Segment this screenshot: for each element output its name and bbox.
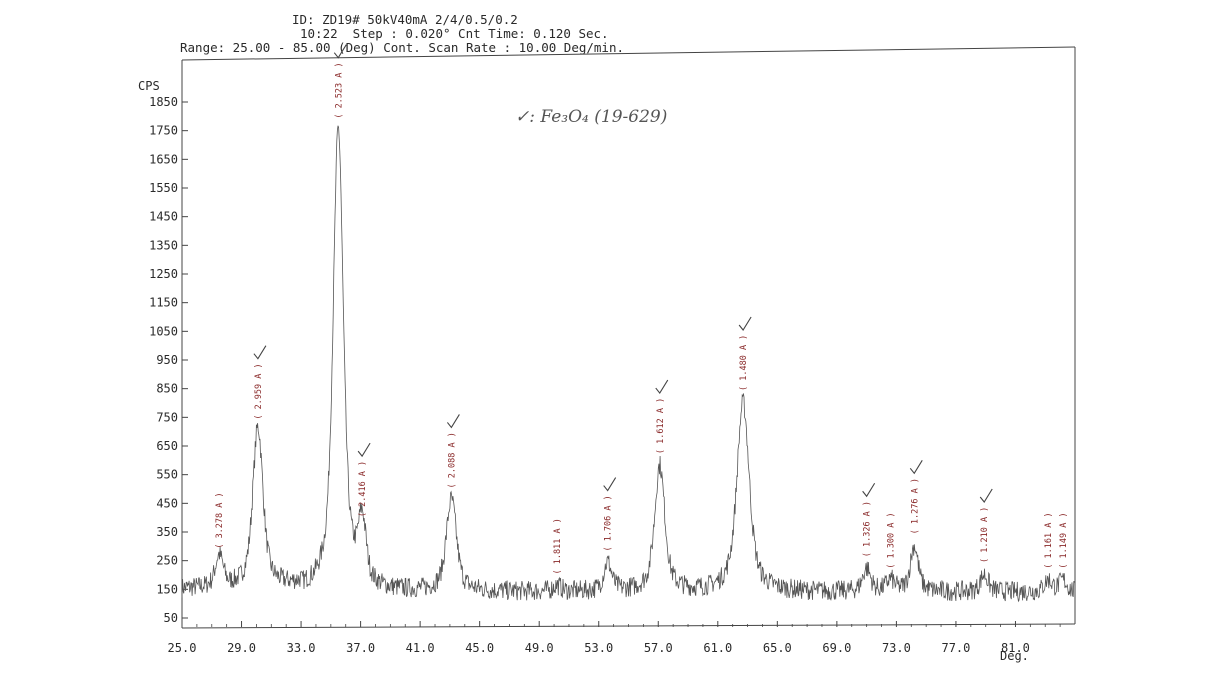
- check-mark: [862, 482, 876, 498]
- header-line-1: ID: ZD19# 50kV40mA 2/4/0.5/0.2: [292, 12, 518, 27]
- x-axis-label: Deg.: [1000, 649, 1029, 663]
- x-tick-label: 65.0: [763, 641, 792, 655]
- y-tick-label: 1450: [149, 210, 178, 224]
- peak-label: ( 1.210 A ): [980, 507, 990, 563]
- y-tick-label: 950: [156, 353, 178, 367]
- peak-labels: ( 3.278 A ) ( 2.959 A ) ( 2.523 A ) ( 2.416…: [215, 44, 1069, 574]
- check-mark: [738, 316, 752, 331]
- peak-label: ( 2.088 A ): [447, 432, 457, 488]
- x-tick-label: 57.0: [644, 641, 673, 655]
- x-tick-label: 53.0: [584, 641, 613, 655]
- y-tick-label: 450: [156, 496, 178, 510]
- x-tick-label: 49.0: [525, 641, 554, 655]
- check-mark: [253, 345, 267, 360]
- peak-label: ( 1.612 A ): [656, 398, 666, 454]
- x-tick-label: 61.0: [703, 641, 732, 655]
- x-axis: 25.0 29.0 33.0 37.0 41.0 45.0 49.0 53.0 57.0 61.0…: [168, 621, 1061, 655]
- x-tick-label: 73.0: [882, 641, 911, 655]
- x-tick-label: 41.0: [406, 641, 435, 655]
- handwritten-legend: ✓: Fe₃O₄ (19-629): [515, 107, 667, 127]
- y-tick-label: 50: [164, 611, 178, 625]
- y-tick-label: 550: [156, 468, 178, 482]
- y-axis: 50 150 250 350 450 550 650 750 850 950 1050 1150 125…: [149, 95, 188, 625]
- check-mark: [446, 414, 460, 429]
- x-tick-label: 29.0: [227, 641, 256, 655]
- peak-label: ( 2.416 A ): [358, 461, 368, 517]
- y-axis-label: CPS: [138, 79, 160, 93]
- x-tick-label: 77.0: [941, 641, 970, 655]
- peak-label: ( 1.161 A ): [1044, 512, 1054, 568]
- peak-label: ( 1.300 A ): [886, 512, 896, 568]
- y-tick-label: 1350: [149, 238, 178, 252]
- y-tick-label: 1850: [149, 95, 178, 109]
- check-mark: [357, 442, 371, 458]
- y-tick-label: 650: [156, 439, 178, 453]
- diffraction-trace: [181, 125, 1075, 603]
- check-mark: [333, 44, 347, 59]
- peak-label: ( 2.959 A ): [254, 363, 264, 419]
- y-tick-label: 750: [156, 410, 178, 424]
- peak-label: ( 1.276 A ): [910, 478, 920, 534]
- peak-label: ( 1.480 A ): [739, 335, 749, 391]
- x-tick-label: 37.0: [346, 641, 375, 655]
- header-line-3: Range: 25.00 - 85.00 (Deg) Cont. Scan Ra…: [180, 40, 625, 55]
- peak-label: ( 1.149 A ): [1059, 512, 1069, 568]
- check-mark: [603, 477, 617, 492]
- header-line-2: 10:22 Step : 0.020° Cnt Time: 0.120 Sec.: [300, 26, 609, 41]
- y-tick-label: 150: [156, 582, 178, 596]
- y-tick-label: 1050: [149, 324, 178, 338]
- y-tick-label: 1750: [149, 124, 178, 138]
- y-tick-label: 1250: [149, 267, 178, 281]
- peak-label: ( 2.523 A ): [334, 62, 344, 118]
- x-tick-label: 69.0: [822, 641, 851, 655]
- y-tick-label: 850: [156, 382, 178, 396]
- peak-label: ( 1.811 A ): [553, 518, 563, 574]
- check-mark: [655, 379, 669, 395]
- y-tick-label: 1550: [149, 181, 178, 195]
- x-tick-label: 33.0: [287, 641, 316, 655]
- peak-label: ( 1.706 A ): [604, 495, 614, 551]
- check-mark: [979, 488, 993, 503]
- peak-label: ( 3.278 A ): [215, 492, 225, 548]
- y-tick-label: 1150: [149, 296, 178, 310]
- x-tick-label: 81.0: [1001, 641, 1030, 655]
- check-mark: [909, 460, 923, 475]
- peak-label: ( 1.326 A ): [863, 501, 873, 557]
- y-tick-label: 250: [156, 554, 178, 568]
- y-tick-label: 1650: [149, 152, 178, 166]
- y-tick-label: 350: [156, 525, 178, 539]
- x-tick-label: 45.0: [465, 641, 494, 655]
- x-tick-label: 25.0: [168, 641, 197, 655]
- plot-top-border: [181, 46, 1076, 61]
